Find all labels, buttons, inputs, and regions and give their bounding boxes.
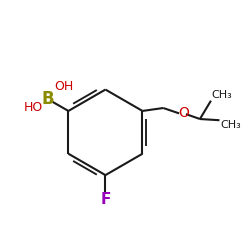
Text: CH₃: CH₃ bbox=[212, 90, 233, 100]
Text: F: F bbox=[100, 192, 111, 206]
Text: O: O bbox=[178, 106, 189, 120]
Text: CH₃: CH₃ bbox=[220, 120, 241, 130]
Text: HO: HO bbox=[24, 101, 43, 114]
Text: OH: OH bbox=[54, 80, 73, 93]
Text: B: B bbox=[42, 90, 54, 108]
